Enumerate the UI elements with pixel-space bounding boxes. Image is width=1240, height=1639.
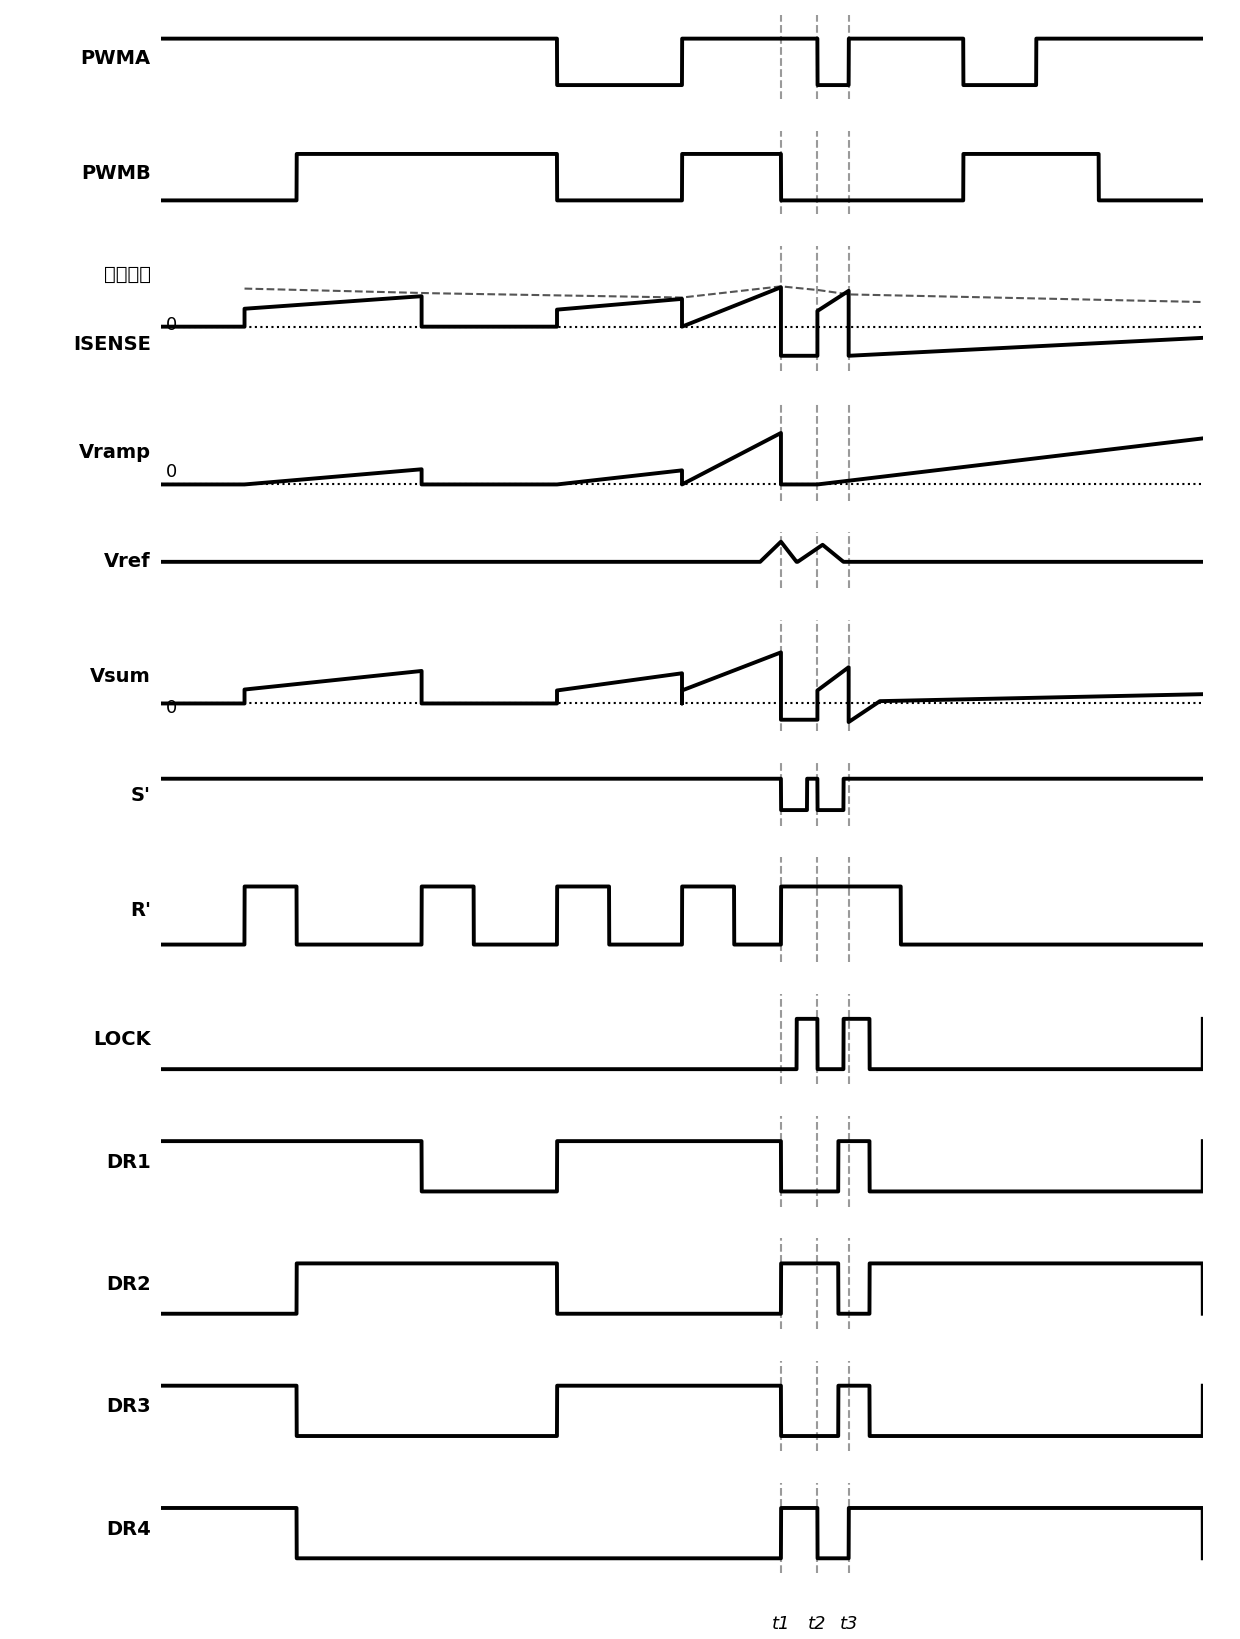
Text: t1: t1 [771, 1614, 790, 1632]
Text: DR3: DR3 [107, 1396, 151, 1416]
Text: LOCK: LOCK [93, 1029, 151, 1049]
Text: 电感电流: 电感电流 [104, 266, 151, 284]
Text: 0: 0 [166, 698, 177, 716]
Text: S': S' [130, 785, 151, 805]
Text: PWMB: PWMB [81, 164, 151, 184]
Text: Vramp: Vramp [79, 443, 151, 462]
Text: t3: t3 [839, 1614, 858, 1632]
Text: 0: 0 [166, 464, 177, 482]
Text: Vref: Vref [104, 551, 151, 570]
Text: DR1: DR1 [107, 1152, 151, 1170]
Text: Vsum: Vsum [91, 667, 151, 685]
Text: DR4: DR4 [107, 1519, 151, 1537]
Text: PWMA: PWMA [81, 49, 151, 67]
Text: t2: t2 [808, 1614, 827, 1632]
Text: R': R' [130, 901, 151, 919]
Text: DR2: DR2 [107, 1274, 151, 1293]
Text: ISENSE: ISENSE [73, 334, 151, 354]
Text: 0: 0 [166, 316, 177, 334]
